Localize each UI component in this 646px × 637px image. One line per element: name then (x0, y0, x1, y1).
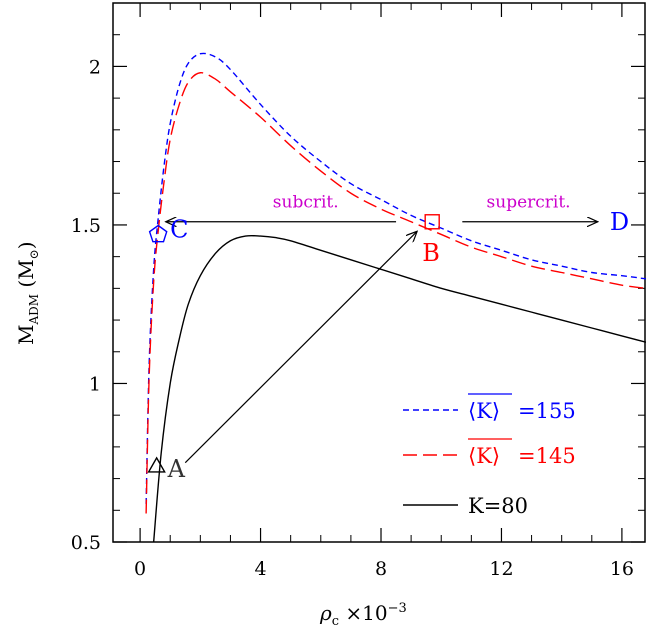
tick-marks (113, 2, 645, 543)
axis-titles: ρc ×10−3 MADM (M⊙) (14, 241, 407, 629)
marked-points: A B C D (147, 208, 629, 483)
y-tick-label: 2 (89, 56, 101, 78)
tick-labels: 0 4 8 12 16 0.5 1 1.5 2 (71, 56, 634, 580)
point-c-marker (148, 224, 168, 243)
y-tick-label: 1 (89, 373, 101, 395)
region-label: supercrit. (487, 193, 571, 213)
legend: ⟨K⟩ =155 ⟨K⟩ =145 K=80 (403, 393, 576, 518)
legend-label-k145: ⟨K⟩ (468, 444, 500, 468)
plot-frame (112, 2, 646, 543)
legend-value-k155: =155 (518, 399, 576, 423)
x-tick-label: 4 (255, 558, 267, 580)
axes (112, 2, 646, 543)
x-tick-label: 16 (610, 558, 634, 580)
y-tick-label: 1.5 (71, 215, 101, 237)
legend-label-k155: ⟨K⟩ (468, 399, 500, 423)
x-tick-label: 8 (375, 558, 387, 580)
legend-value-k145: =145 (518, 444, 576, 468)
legend-label-k80: K=80 (468, 494, 528, 518)
series-line-k80 (152, 234, 646, 542)
point-b-marker (424, 214, 440, 230)
point-b-label: B (422, 239, 440, 267)
arrow-3 (184, 231, 417, 464)
y-axis-title: MADM (M⊙) (14, 241, 41, 345)
region-label: subcrit. (273, 193, 339, 213)
annotations: subcrit. supercrit. (273, 193, 571, 213)
point-a-label: A (167, 455, 186, 483)
x-axis-title: ρc ×10−3 (319, 601, 407, 629)
series-lines (145, 52, 646, 542)
y-tick-label: 0.5 (71, 532, 101, 554)
arrows (166, 222, 598, 464)
point-d-label: D (610, 208, 629, 236)
point-c-label: C (170, 215, 188, 243)
x-tick-label: 12 (489, 558, 513, 580)
series-line-k145 (145, 72, 646, 514)
point-a-marker (147, 456, 166, 473)
series-line-k155 (145, 52, 646, 504)
x-tick-label: 0 (134, 558, 146, 580)
